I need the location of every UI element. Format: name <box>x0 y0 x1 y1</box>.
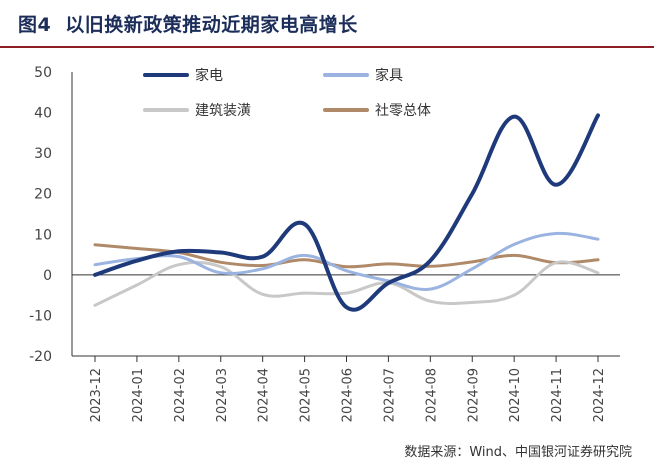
series-line-furniture <box>93 231 600 291</box>
y-axis-ticks: 50 40 30 20 10 0 -10 -20 <box>29 65 52 365</box>
x-tick-label: 2024-11 <box>550 368 565 422</box>
y-tick-label: 20 <box>34 187 52 203</box>
y-tick-label: -10 <box>29 308 52 324</box>
figure-title: 以旧换新政策推动近期家电高增长 <box>65 14 358 36</box>
series-line-decoration <box>93 260 600 307</box>
x-tick-label: 2024-02 <box>173 368 188 422</box>
series-group <box>93 113 600 312</box>
chart-title: 图4 以旧换新政策推动近期家电高增长 <box>18 10 358 37</box>
title-divider <box>0 46 654 48</box>
x-tick-label: 2023-12 <box>89 368 104 422</box>
y-tick-label: 10 <box>34 227 52 243</box>
x-tick-label: 2024-08 <box>424 368 439 422</box>
legend-label-appliances: 家电 <box>195 67 223 84</box>
y-tick-label: -20 <box>29 349 52 365</box>
x-tick-label: 2024-01 <box>131 368 146 422</box>
x-tick-label: 2024-10 <box>508 368 523 422</box>
y-tick-label: 30 <box>34 146 52 162</box>
legend-label-retail-total: 社零总体 <box>375 103 431 119</box>
x-tick-label: 2024-04 <box>257 368 272 422</box>
x-tick-label: 2024-03 <box>215 368 230 422</box>
x-tick-label: 2024-07 <box>382 368 397 422</box>
y-tick-label: 50 <box>34 65 52 81</box>
x-axis-ticks: 2023-12 2024-01 2024-02 2024-03 2024-04 2024-… <box>89 356 607 422</box>
source-note: 数据来源：Wind、中国银河证券研究院 <box>404 445 632 460</box>
x-tick-label: 2024-09 <box>466 368 481 422</box>
series-line-appliances <box>93 113 600 312</box>
x-tick-label: 2024-12 <box>592 368 607 422</box>
legend-label-furniture: 家具 <box>375 67 403 84</box>
x-tick-label: 2024-05 <box>299 368 314 422</box>
figure-number: 图4 <box>18 14 52 36</box>
y-tick-label: 40 <box>34 106 52 122</box>
y-tick-label: 0 <box>43 268 52 284</box>
x-tick-label: 2024-06 <box>341 368 356 422</box>
legend-label-decoration: 建筑装潢 <box>195 103 251 119</box>
